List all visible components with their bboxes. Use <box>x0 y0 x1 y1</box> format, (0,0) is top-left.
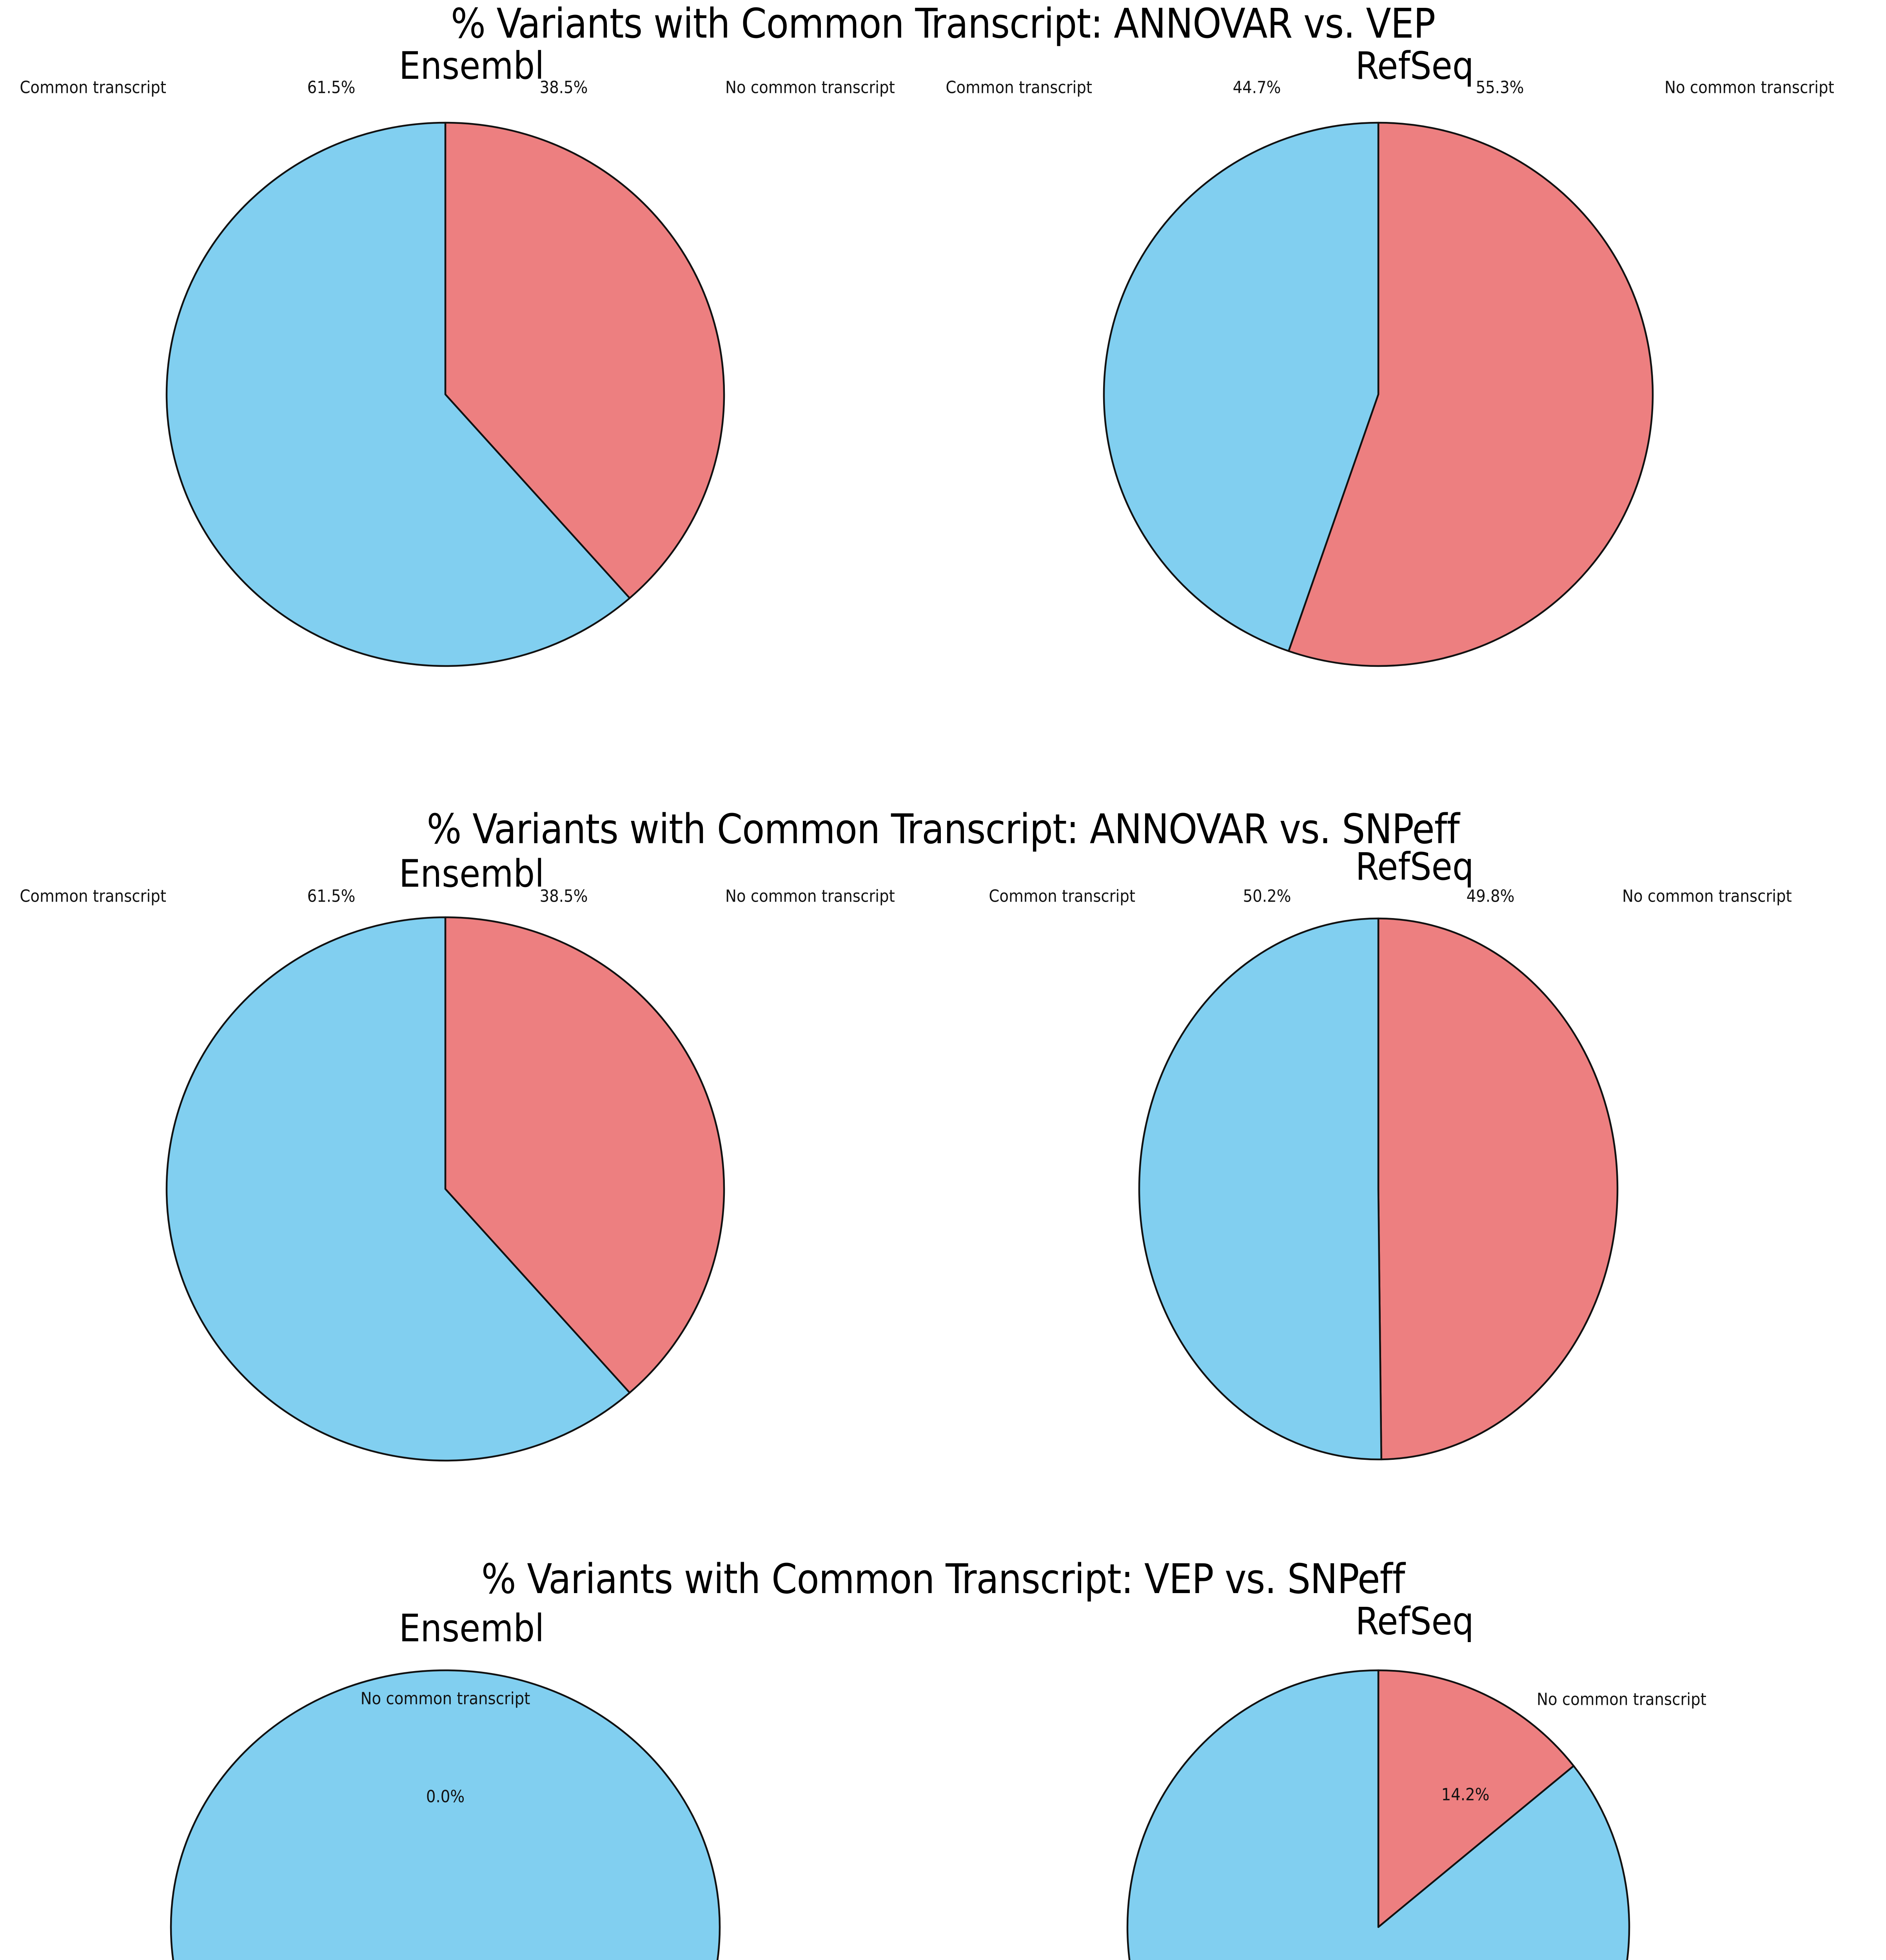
pie-category-label: No common transcript <box>1622 887 1792 906</box>
pie-percent-label: 38.5% <box>540 887 588 906</box>
row-3-panel-2-subtitle: RefSeq <box>1355 1599 1474 1643</box>
pie-category-label: No common transcript <box>1537 1690 1706 1710</box>
pie-slice-no-common-transcript[interactable] <box>1377 917 1619 1461</box>
pie-slice-common-transcript[interactable] <box>165 916 631 1462</box>
pie-percent-label: 49.8% <box>1467 887 1515 906</box>
pie-slice-no-common-transcript[interactable] <box>1287 122 1654 667</box>
pie-chart-annovar-vep-ensembl: 38.5% 61.5% No common transcript Common … <box>0 78 943 768</box>
pie-percent-label: 0.0% <box>426 1787 465 1807</box>
pie-category-label: Common transcript <box>20 887 166 906</box>
pie-percent-label: 50.2% <box>1243 887 1291 906</box>
pie-category-label: Common transcript <box>20 78 166 98</box>
row-1-title: % Variants with Common Transcript: ANNOV… <box>450 0 1436 47</box>
chart-row-1: % Variants with Common Transcript: ANNOV… <box>0 0 1886 769</box>
pie-chart-vep-snpeff-refseq: 14.2% 85.8% No common transcript Common … <box>943 1657 1886 1960</box>
pie-percent-label: 55.3% <box>1476 78 1524 98</box>
pie-slice-common-transcript[interactable] <box>1126 1669 1630 1960</box>
pie-slice-no-common-transcript[interactable] <box>444 916 725 1394</box>
row-3-title: % Variants with Common Transcript: VEP v… <box>481 1555 1405 1603</box>
row-1-panel-2-subtitle: RefSeq <box>1355 44 1474 88</box>
pie-percent-label: 61.5% <box>307 887 356 906</box>
row-2-panel-1-subtitle: Ensembl <box>399 852 545 896</box>
pie-chart-annovar-vep-refseq: 55.3% 44.7% No common transcript Common … <box>943 78 1886 768</box>
pie-percent-label: 38.5% <box>540 78 588 98</box>
pie-category-label: Common transcript <box>989 887 1135 906</box>
pie-slice-common-transcript[interactable] <box>1138 917 1382 1461</box>
pie-slice-common-transcript[interactable] <box>1103 122 1380 652</box>
row-2-panel-2-subtitle: RefSeq <box>1355 845 1474 889</box>
pie-percent-label: 61.5% <box>307 78 356 98</box>
pie-category-label: No common transcript <box>361 1689 530 1709</box>
pie-percent-label: 44.7% <box>1233 78 1281 98</box>
pie-chart-annovar-snpeff-ensembl: 38.5% 61.5% No common transcript Common … <box>0 887 943 1538</box>
pie-slice-common-transcript[interactable] <box>165 122 631 667</box>
chart-row-2: % Variants with Common Transcript: ANNOV… <box>0 769 1886 1539</box>
pie-percent-label: 14.2% <box>1441 1785 1490 1805</box>
pie-slice-no-common-transcript[interactable] <box>1377 1669 1575 1928</box>
row-3-panel-1-subtitle: Ensembl <box>399 1606 545 1650</box>
pie-category-label: No common transcript <box>1665 78 1834 98</box>
pie-slice-common-transcript[interactable] <box>170 1669 721 1960</box>
pie-chart-vep-snpeff-ensembl: 0.0% 100.0% No common transcript Common … <box>0 1657 943 1960</box>
pie-category-label: Common transcript <box>946 78 1092 98</box>
pie-category-label: No common transcript <box>725 78 895 98</box>
row-1-panel-1-subtitle: Ensembl <box>399 44 545 88</box>
chart-row-3: % Variants with Common Transcript: VEP v… <box>0 1539 1886 1960</box>
row-2-title: % Variants with Common Transcript: ANNOV… <box>427 805 1459 853</box>
pie-category-label: No common transcript <box>725 887 895 906</box>
pie-chart-annovar-snpeff-refseq: 49.8% 50.2% No common transcript Common … <box>943 887 1886 1538</box>
pie-slice-no-common-transcript[interactable] <box>444 122 725 599</box>
